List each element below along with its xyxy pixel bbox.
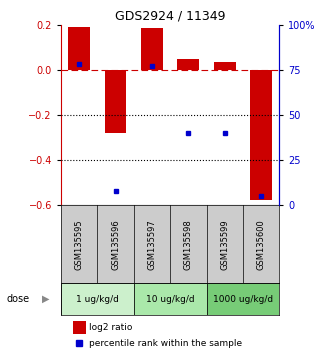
Bar	[250, 70, 272, 200]
Bar	[134, 283, 206, 315]
Title: GDS2924 / 11349: GDS2924 / 11349	[115, 9, 225, 22]
Text: 1 ug/kg/d: 1 ug/kg/d	[76, 295, 119, 304]
Text: log2 ratio: log2 ratio	[90, 323, 133, 332]
Bar	[178, 59, 199, 70]
Text: ▶: ▶	[42, 294, 49, 304]
Text: GSM135599: GSM135599	[220, 219, 229, 270]
Text: 10 ug/kg/d: 10 ug/kg/d	[146, 295, 195, 304]
Text: GSM135598: GSM135598	[184, 219, 193, 270]
Text: GSM135600: GSM135600	[256, 219, 265, 270]
Bar	[206, 283, 279, 315]
Bar	[141, 28, 163, 70]
Text: GSM135596: GSM135596	[111, 219, 120, 270]
Bar	[73, 321, 86, 334]
Text: 1000 ug/kg/d: 1000 ug/kg/d	[213, 295, 273, 304]
Bar	[61, 283, 134, 315]
Bar	[68, 27, 90, 70]
Text: percentile rank within the sample: percentile rank within the sample	[90, 339, 243, 348]
Bar	[105, 70, 126, 133]
Bar	[214, 62, 236, 70]
Text: dose: dose	[6, 294, 30, 304]
Text: GSM135597: GSM135597	[147, 219, 156, 270]
Text: GSM135595: GSM135595	[75, 219, 84, 270]
